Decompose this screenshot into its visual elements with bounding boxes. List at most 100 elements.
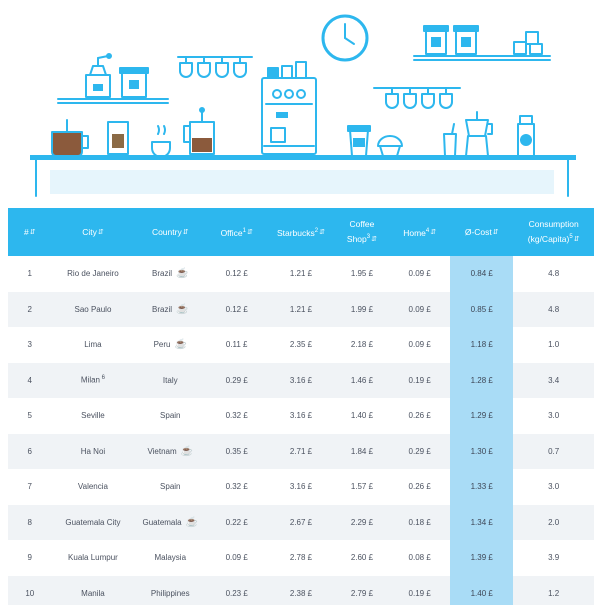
footnote-marker: 5 bbox=[569, 234, 573, 241]
column-header-label: Office bbox=[220, 227, 243, 238]
cell-home-value: 0.08 £ bbox=[408, 553, 431, 563]
sort-icon[interactable]: ⇵ bbox=[97, 228, 104, 236]
cell-city: Milan 6 bbox=[51, 362, 135, 398]
table-row: 8 Guatemala City Guatemala ☕ 0.22 £ 2.67 £ 2.2… bbox=[8, 504, 594, 540]
muffin-icon bbox=[377, 135, 403, 157]
cell-starbucks-value: 2.38 £ bbox=[289, 588, 313, 598]
cell-shop-value: 1.99 £ bbox=[350, 304, 374, 314]
cell-consumption-value: 3.0 bbox=[548, 411, 560, 421]
cell-city: Sao Paulo bbox=[51, 291, 135, 327]
column-header-home[interactable]: Home4⇵ bbox=[389, 208, 451, 256]
cell-country: Brazil ☕ bbox=[134, 291, 207, 327]
column-header-city[interactable]: City⇵ bbox=[51, 208, 135, 256]
cell-rank: 10 bbox=[8, 575, 52, 605]
cell-starbucks-value: 1.21 £ bbox=[289, 304, 313, 314]
hanging-mugs-right-icon bbox=[373, 87, 461, 109]
cell-consumption: 4.8 bbox=[513, 256, 594, 292]
cell-starbucks: 2.78 £ bbox=[267, 540, 335, 576]
table-row: 9 Kuala Lumpur Malaysia 0.09 £ 2.78 £ 2.60 £ 0… bbox=[8, 540, 594, 576]
cell-consumption: 4.8 bbox=[513, 291, 594, 327]
cell-starbucks-value: 3.16 £ bbox=[289, 375, 313, 385]
sort-icon[interactable]: ⇵ bbox=[182, 228, 189, 236]
moka-pot-icon bbox=[465, 111, 493, 157]
column-header-coffee-shop[interactable]: Coffee Shop3⇵ bbox=[334, 208, 390, 256]
column-header-country[interactable]: Country⇵ bbox=[134, 208, 207, 256]
cell-avg-value: 1.33 £ bbox=[470, 482, 493, 492]
cell-office-value: 0.32 £ bbox=[225, 482, 248, 492]
coffee-pot-icon bbox=[51, 119, 89, 157]
cell-office: 0.23 £ bbox=[206, 575, 268, 605]
column-header-office[interactable]: Office1⇵ bbox=[206, 208, 268, 256]
cell-consumption-value: 3.4 bbox=[548, 375, 560, 385]
cell-home: 0.09 £ bbox=[389, 256, 451, 292]
sort-icon[interactable]: ⇵ bbox=[430, 229, 437, 237]
cell-consumption: 0.7 bbox=[513, 433, 594, 469]
shelf-right-icon bbox=[413, 25, 551, 61]
cell-home: 0.19 £ bbox=[389, 575, 451, 605]
sort-icon[interactable]: ⇵ bbox=[492, 228, 499, 236]
cell-country: Peru ☕ bbox=[134, 327, 207, 363]
cell-shop-value: 1.95 £ bbox=[350, 269, 374, 279]
sort-icon[interactable]: ⇵ bbox=[29, 228, 36, 236]
cell-avg-value: 1.28 £ bbox=[470, 375, 493, 385]
cell-shop-value: 2.79 £ bbox=[350, 588, 374, 598]
cell-shop-value: 2.60 £ bbox=[350, 553, 374, 563]
column-header-starbucks[interactable]: Starbucks2⇵ bbox=[267, 208, 335, 256]
cell-office: 0.35 £ bbox=[206, 433, 268, 469]
cell-starbucks-value: 1.21 £ bbox=[289, 269, 313, 279]
teacup-icon bbox=[147, 125, 175, 158]
cell-office: 0.12 £ bbox=[206, 291, 268, 327]
cell-shop: 2.18 £ bbox=[334, 327, 390, 363]
cell-office: 0.22 £ bbox=[206, 504, 268, 540]
table-row: 3 Lima Peru ☕ 0.11 £ 2.35 £ 2.18 £ 0.09 £ 1.18 £… bbox=[8, 327, 594, 363]
cell-home: 0.29 £ bbox=[389, 433, 451, 469]
cell-home-value: 0.09 £ bbox=[408, 340, 431, 350]
cell-city-value: Lima bbox=[84, 340, 102, 350]
cell-country: Brazil ☕ bbox=[134, 256, 207, 292]
cell-rank: 5 bbox=[8, 398, 52, 434]
cell-rank-value: 8 bbox=[27, 517, 32, 527]
column-header-label: # bbox=[23, 226, 29, 237]
cell-country-value: Vietnam bbox=[147, 446, 177, 456]
cell-consumption-value: 3.9 bbox=[548, 553, 560, 563]
cell-office: 0.12 £ bbox=[206, 256, 268, 292]
cell-starbucks: 2.67 £ bbox=[267, 504, 335, 540]
sort-icon[interactable]: ⇵ bbox=[371, 235, 377, 243]
cell-city: Rio de Janeiro bbox=[51, 256, 135, 292]
cell-country-value: Peru bbox=[153, 340, 171, 350]
cell-country: Philippines bbox=[134, 575, 207, 605]
sort-icon[interactable]: ⇵ bbox=[319, 229, 325, 237]
cell-country-value: Italy bbox=[162, 375, 178, 385]
cell-office-value: 0.32 £ bbox=[225, 411, 248, 421]
column-header-rank[interactable]: #⇵ bbox=[8, 208, 52, 256]
cell-country: Malaysia bbox=[134, 540, 207, 576]
column-header-label: City bbox=[82, 226, 97, 237]
column-header-consumption[interactable]: Consumption (kg/Capita)5⇵ bbox=[513, 208, 594, 256]
cell-rank-value: 9 bbox=[27, 553, 32, 563]
cell-shop: 2.60 £ bbox=[334, 540, 390, 576]
cell-starbucks-value: 3.16 £ bbox=[289, 411, 313, 421]
cell-rank-value: 7 bbox=[27, 482, 32, 492]
sort-icon[interactable]: ⇵ bbox=[246, 229, 253, 237]
table-row: 2 Sao Paulo Brazil ☕ 0.12 £ 1.21 £ 1.99 £ 0.09 … bbox=[8, 291, 594, 327]
table-row: 7 Valencia Spain 0.32 £ 3.16 £ 1.57 £ 0.26 £ 1.… bbox=[8, 469, 594, 505]
table-body: 1 Rio de Janeiro Brazil ☕ 0.12 £1.21 £1.95 £… bbox=[8, 256, 594, 605]
cell-starbucks-value: 2.67 £ bbox=[289, 517, 313, 527]
cell-home-value: 0.19 £ bbox=[408, 375, 431, 385]
cell-avg: 1.34 £ bbox=[450, 504, 514, 540]
table-row: 10 Manila Philippines 0.23 £ 2.38 £ 2.79 £ 0.1… bbox=[8, 575, 594, 605]
footnote-marker: 3 bbox=[366, 234, 371, 241]
coffee-bean-icon: ☕ bbox=[174, 339, 187, 351]
cell-starbucks-value: 2.35 £ bbox=[289, 340, 313, 350]
cell-home: 0.19 £ bbox=[389, 362, 451, 398]
takeaway-cup-icon bbox=[347, 125, 371, 157]
sort-icon[interactable]: ⇵ bbox=[573, 235, 580, 243]
column-header-avg-cost[interactable]: Ø-Cost⇵ bbox=[450, 208, 514, 256]
cell-starbucks: 1.21 £ bbox=[267, 256, 335, 292]
counter-icon bbox=[30, 155, 576, 197]
cell-country: Vietnam ☕ bbox=[134, 433, 207, 469]
cell-city-value: Seville bbox=[81, 411, 105, 421]
column-header-label: Home bbox=[403, 227, 426, 238]
cell-office: 0.11 £ bbox=[206, 327, 268, 363]
cell-country-value: Spain bbox=[160, 482, 181, 492]
